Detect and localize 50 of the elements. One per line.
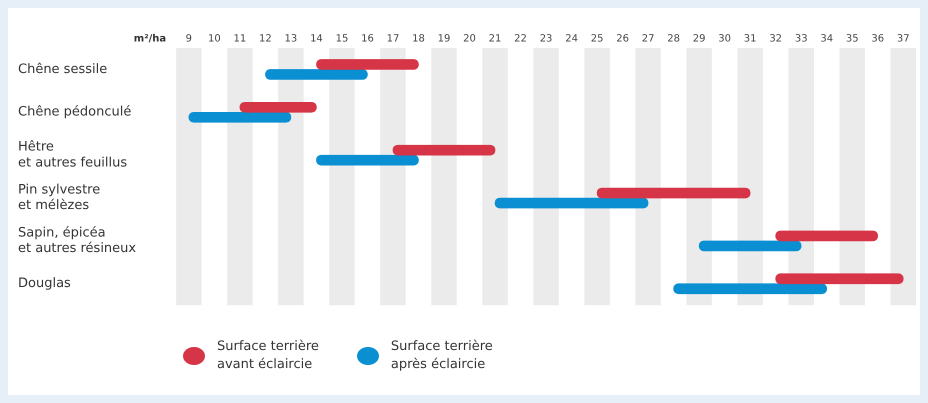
x-tick-label: 10 [208,34,221,45]
bar [775,273,904,284]
y-tick-label: Chêne pédonculé [18,104,132,120]
bar [596,188,750,198]
x-tick-label: 11 [234,34,246,45]
x-tick-label: 32 [769,34,782,45]
x-tick-label: 12 [259,34,272,45]
x-tick-label: 13 [284,34,298,45]
y-tick-label: Pin sylvestre et mélèzes [18,182,100,214]
x-tick-label: 33 [794,34,808,45]
x-tick-label: 16 [361,34,374,45]
x-tick-label: 37 [896,34,910,45]
x-tick-label: 19 [438,34,450,45]
x-tick-label: 36 [871,34,884,45]
x-tick-label: 34 [820,34,834,45]
x-axis-title: m²/ha [134,34,166,45]
legend-label: Surface terrière après éclaircie [390,338,493,374]
x-tick-label: 30 [718,34,732,45]
x-tick-label: 20 [463,34,476,45]
x-tick-label: 9 [186,34,192,45]
bar [775,230,878,242]
x-tick-label: 24 [565,34,578,45]
x-tick-label: 21 [488,34,502,45]
bar [392,144,496,156]
x-tick-label: 25 [590,34,604,45]
bar [240,102,317,113]
x-tick-label: 27 [642,34,654,45]
bar [265,69,368,80]
legend-label: Surface terrière avant éclaircie [217,338,319,374]
x-tick-label: 26 [616,34,629,45]
bar [494,198,648,208]
bar [673,283,828,294]
y-tick-label: Douglas [18,276,72,292]
y-tick-label: Chêne sessile [18,62,108,77]
x-tick-label: 22 [514,34,527,45]
x-tick-label: 14 [310,34,323,45]
x-tick-label: 35 [846,34,859,45]
y-tick-label: Sapin, épicéa et autres résineux [18,225,136,256]
x-tick-label: 23 [540,34,552,45]
bar [188,112,292,123]
bar [316,154,419,166]
x-tick-label: 31 [744,34,757,45]
x-tick-label: 17 [386,34,400,45]
x-tick-label: 18 [412,34,425,45]
x-tick-label: 28 [667,34,680,45]
x-tick-label: 29 [692,34,706,45]
y-tick-label: Hêtre et autres feuillus [18,140,128,170]
x-tick-label: 15 [336,34,348,45]
bar [316,59,419,70]
bar [698,240,802,252]
